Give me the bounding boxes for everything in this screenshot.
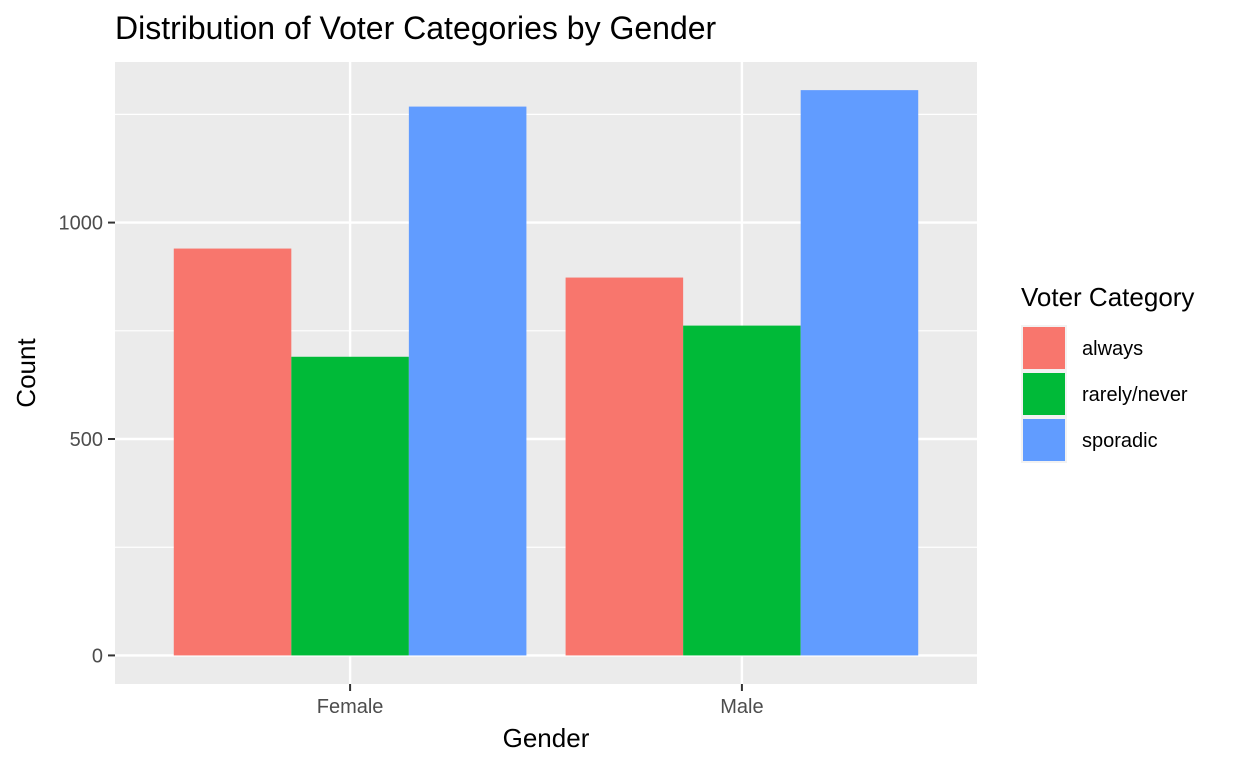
legend-label: rarely/never [1082, 384, 1188, 406]
y-axis-title: Count [11, 338, 41, 408]
x-axis: Female Male [317, 684, 764, 718]
bar-always-female [173, 248, 292, 656]
bar-always-male [565, 277, 684, 656]
legend-key-swatch [1023, 419, 1065, 461]
legend-key-swatch [1023, 327, 1065, 369]
x-tick-label: Male [720, 696, 763, 718]
x-axis-title: Gender [503, 723, 590, 753]
y-tick-label: 0 [92, 645, 103, 667]
y-tick-label: 500 [70, 429, 103, 451]
legend-title: Voter Category [1021, 282, 1194, 312]
bar-sporadic-female [408, 106, 527, 656]
x-tick-label: Female [317, 696, 384, 718]
y-tick-label: 1000 [59, 213, 104, 235]
chart-title: Distribution of Voter Categories by Gend… [115, 10, 717, 46]
bar-sporadic-male [800, 90, 919, 656]
legend-key-swatch [1023, 373, 1065, 415]
y-axis: 0 500 1000 [59, 213, 115, 667]
legend-label: always [1082, 338, 1143, 360]
bars [173, 90, 919, 656]
legend: Voter Category always rarely/never sporadi… [1021, 282, 1194, 463]
legend-items: always rarely/never sporadic [1021, 325, 1188, 463]
bar-rarely-never-male [683, 325, 801, 656]
legend-label: sporadic [1082, 430, 1158, 452]
bar-rarely-never-female [291, 356, 409, 656]
